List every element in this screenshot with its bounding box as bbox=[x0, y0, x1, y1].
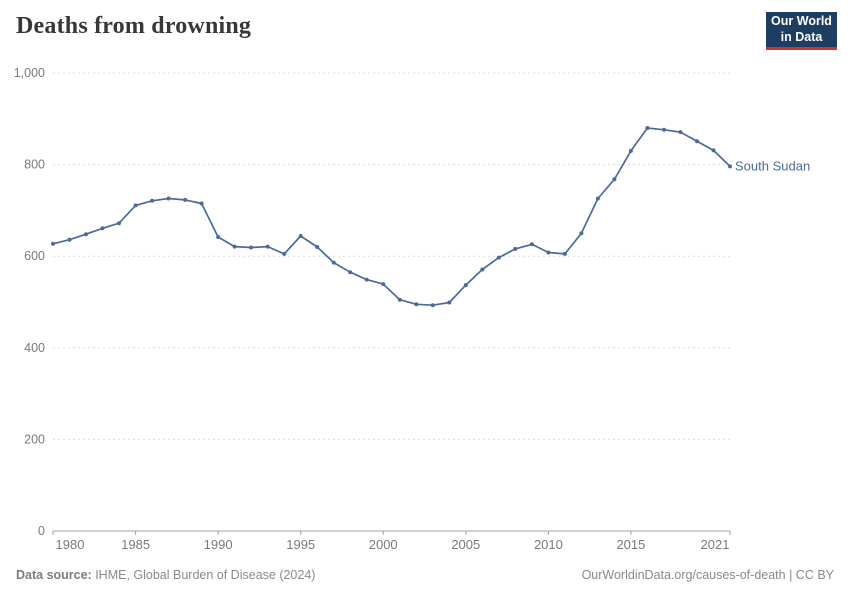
data-point[interactable] bbox=[265, 244, 270, 249]
data-source-text: IHME, Global Burden of Disease (2024) bbox=[91, 568, 316, 582]
y-axis-tick-label: 200 bbox=[24, 432, 45, 446]
logo-line2: in Data bbox=[780, 29, 823, 44]
data-point[interactable] bbox=[595, 196, 600, 201]
data-point[interactable] bbox=[480, 267, 485, 272]
series-label[interactable]: South Sudan bbox=[735, 158, 810, 173]
data-point[interactable] bbox=[216, 235, 221, 239]
data-point[interactable] bbox=[711, 148, 716, 153]
data-point[interactable] bbox=[166, 196, 171, 201]
data-point[interactable] bbox=[84, 232, 88, 237]
data-point[interactable] bbox=[695, 139, 699, 144]
data-point[interactable] bbox=[199, 201, 204, 206]
data-point[interactable] bbox=[133, 203, 138, 208]
data-point[interactable] bbox=[513, 246, 518, 251]
x-axis-tick-label: 1990 bbox=[204, 537, 233, 552]
owid-license-link[interactable]: OurWorldinData.org/causes-of-death | CC … bbox=[581, 568, 834, 582]
data-point[interactable] bbox=[51, 241, 55, 246]
data-point[interactable] bbox=[463, 283, 468, 288]
data-point[interactable] bbox=[183, 197, 188, 202]
x-axis-tick-label: 1985 bbox=[121, 537, 150, 552]
y-axis-tick-label: 1,000 bbox=[14, 66, 45, 80]
data-point[interactable] bbox=[298, 234, 303, 238]
data-point[interactable] bbox=[381, 282, 386, 287]
data-point[interactable] bbox=[728, 164, 732, 169]
data-point[interactable] bbox=[100, 226, 105, 231]
x-axis-tick-label: 1980 bbox=[56, 537, 85, 552]
data-source-label: Data source: bbox=[16, 568, 92, 582]
x-axis-tick-label: 1995 bbox=[286, 537, 315, 552]
logo-line1: Our World bbox=[771, 13, 832, 28]
data-source-note: Data source: IHME, Global Burden of Dise… bbox=[16, 568, 315, 582]
data-point[interactable] bbox=[67, 237, 72, 242]
x-axis-tick-label: 2000 bbox=[369, 537, 398, 552]
data-point[interactable] bbox=[249, 245, 254, 250]
data-point[interactable] bbox=[447, 300, 452, 305]
y-axis-tick-label: 400 bbox=[24, 341, 45, 355]
data-point[interactable] bbox=[579, 231, 584, 236]
data-point[interactable] bbox=[364, 277, 369, 282]
data-point[interactable] bbox=[150, 198, 155, 203]
data-point[interactable] bbox=[315, 245, 320, 249]
data-point[interactable] bbox=[430, 303, 435, 308]
data-point[interactable] bbox=[117, 221, 121, 226]
data-point[interactable] bbox=[348, 270, 353, 275]
page-title: Deaths from drowning bbox=[16, 13, 252, 39]
data-point[interactable] bbox=[496, 255, 501, 260]
chart-footer: Data source: IHME, Global Burden of Dise… bbox=[16, 568, 834, 582]
series-line[interactable] bbox=[52, 127, 731, 307]
data-point[interactable] bbox=[628, 148, 633, 153]
x-axis-tick-label: 2021 bbox=[701, 537, 730, 552]
x-axis-tick-label: 2015 bbox=[616, 537, 645, 552]
data-point[interactable] bbox=[397, 297, 402, 302]
y-axis-tick-label: 600 bbox=[24, 249, 45, 263]
owid-logo: Our World in Data bbox=[766, 12, 837, 50]
data-point[interactable] bbox=[232, 244, 237, 249]
data-point[interactable] bbox=[529, 242, 534, 247]
data-point[interactable] bbox=[331, 260, 336, 265]
data-point[interactable] bbox=[645, 126, 650, 130]
y-axis-tick-label: 800 bbox=[24, 158, 45, 172]
data-point[interactable] bbox=[414, 302, 419, 307]
data-point[interactable] bbox=[282, 251, 287, 256]
data-point[interactable] bbox=[612, 177, 617, 182]
x-axis-tick-label: 2005 bbox=[451, 537, 480, 552]
x-axis-tick-label: 2010 bbox=[534, 537, 563, 552]
data-point[interactable] bbox=[662, 127, 666, 132]
y-axis-tick-label: 0 bbox=[38, 524, 45, 538]
data-point[interactable] bbox=[678, 130, 683, 135]
data-point[interactable] bbox=[562, 251, 567, 256]
data-point[interactable] bbox=[546, 250, 551, 255]
